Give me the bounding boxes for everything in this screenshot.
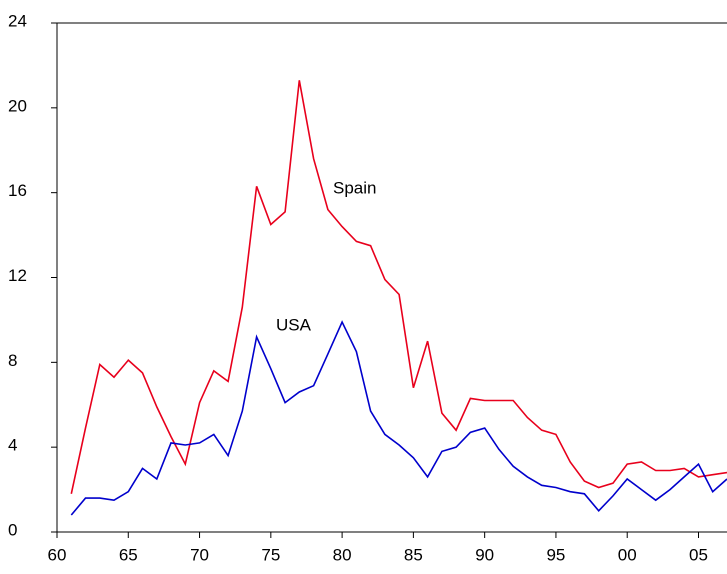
- x-tick-label: 00: [618, 545, 637, 564]
- plot-frame: [56, 22, 727, 533]
- x-tick-label: 95: [546, 545, 565, 564]
- annotation: Spain: [333, 178, 376, 197]
- line-series: [70, 80, 727, 494]
- x-tick-label: 60: [48, 545, 67, 564]
- y-tick-label: 8: [8, 351, 17, 370]
- x-tick-label: 05: [689, 545, 708, 564]
- annotation: USA: [276, 315, 312, 334]
- y-tick-label: 16: [8, 181, 27, 200]
- line-series: [70, 320, 727, 516]
- x-tick-label: 90: [475, 545, 494, 564]
- y-tick-label: 20: [8, 96, 27, 115]
- y-tick-label: 4: [8, 436, 17, 455]
- x-tick-label: 85: [404, 545, 423, 564]
- x-tick-label: 70: [190, 545, 209, 564]
- x-tick-label: 65: [119, 545, 138, 564]
- x-tick-label: 80: [333, 545, 352, 564]
- x-tick-label: 75: [261, 545, 280, 564]
- y-tick-label: 24: [8, 11, 27, 30]
- y-tick-label: 12: [8, 266, 27, 285]
- y-tick-label: 0: [8, 520, 17, 539]
